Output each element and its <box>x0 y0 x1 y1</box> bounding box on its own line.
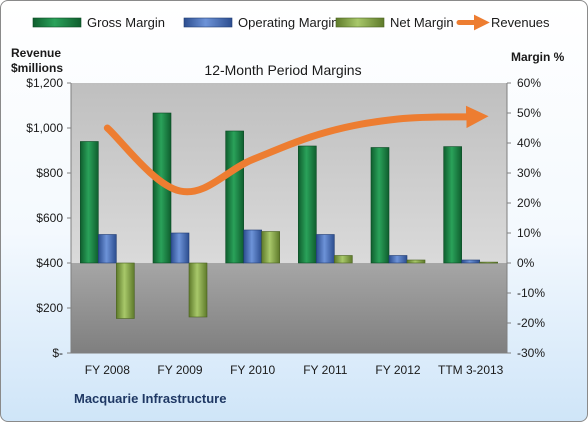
legend-swatch-net-margin <box>335 17 385 28</box>
bars-group <box>80 112 498 319</box>
right-tick-label: -20% <box>517 316 545 330</box>
right-tick-label: 10% <box>517 226 541 240</box>
left-tick-label: $800 <box>36 166 63 180</box>
category-label: FY 2008 <box>85 363 130 377</box>
bar-operating-margin <box>98 234 117 264</box>
left-tick-labels: $- $200 $400 $600 $800 $1,000 $1,200 <box>26 76 71 360</box>
right-tick-label: 0% <box>517 256 535 270</box>
chart-title: 12-Month Period Margins <box>204 62 361 78</box>
left-axis-label-line2: $millions <box>11 61 63 75</box>
right-tick-label: 40% <box>517 136 541 150</box>
legend-label-gross-margin: Gross Margin <box>87 15 165 30</box>
bar-gross-margin <box>370 147 390 264</box>
plot-area-upper <box>71 83 507 263</box>
right-axis-label: Margin % <box>511 50 565 64</box>
right-tick-label: 50% <box>517 106 541 120</box>
right-tick-label: 60% <box>517 76 541 90</box>
bar-gross-margin <box>443 146 462 264</box>
legend-swatch-operating-margin <box>183 17 233 28</box>
right-tick-label: -30% <box>517 346 545 360</box>
bar-gross-margin <box>298 145 317 264</box>
right-tick-label: 20% <box>517 196 541 210</box>
category-label: FY 2010 <box>230 363 275 377</box>
legend: Gross Margin Operating Margin Net Margin Re… <box>32 14 550 31</box>
bar-operating-margin <box>388 255 408 264</box>
left-tick-label: $1,000 <box>26 121 63 135</box>
company-name: Macquarie Infrastructure <box>74 391 226 406</box>
revenue-line-group <box>103 105 489 196</box>
left-tick-label: $200 <box>36 301 63 315</box>
bar-net-margin <box>116 262 135 319</box>
bar-operating-margin <box>170 232 190 264</box>
bar-operating-margin <box>316 234 335 264</box>
revenues-line <box>103 105 489 196</box>
bar-net-margin <box>479 261 498 264</box>
category-labels: FY 2008 FY 2009 FY 2010 FY 2011 FY 2012 TTM 3… <box>85 363 504 377</box>
bar-net-margin <box>406 259 426 264</box>
bar-gross-margin <box>80 141 99 264</box>
right-tick-label: 30% <box>517 166 541 180</box>
category-label: FY 2009 <box>157 363 202 377</box>
plot-area-lower <box>71 263 507 353</box>
bar-operating-margin <box>243 229 262 264</box>
legend-label-net-margin: Net Margin <box>390 15 454 30</box>
legend-label-revenues: Revenues <box>491 15 550 30</box>
bar-gross-margin <box>225 130 244 264</box>
right-tick-label: -10% <box>517 286 545 300</box>
left-axis-label-line1: Revenue <box>11 46 61 60</box>
left-tick-label: $600 <box>36 211 63 225</box>
right-tick-labels: -30% -20% -10% 0% 10% 20% 30% 40% 50% 60% <box>507 76 545 360</box>
left-tick-label: $1,200 <box>26 76 63 90</box>
category-label: FY 2011 <box>303 363 348 377</box>
category-label: FY 2012 <box>375 363 420 377</box>
bar-operating-margin <box>461 259 480 264</box>
legend-swatch-gross-margin <box>32 17 82 28</box>
category-label: TTM 3-2013 <box>438 363 504 377</box>
legend-label-operating-margin: Operating Margin <box>238 15 338 30</box>
bar-net-margin <box>188 262 208 318</box>
bar-net-margin <box>334 255 353 264</box>
left-tick-label: $400 <box>36 256 63 270</box>
left-tick-label: $- <box>52 346 63 360</box>
bar-net-margin <box>261 231 280 264</box>
